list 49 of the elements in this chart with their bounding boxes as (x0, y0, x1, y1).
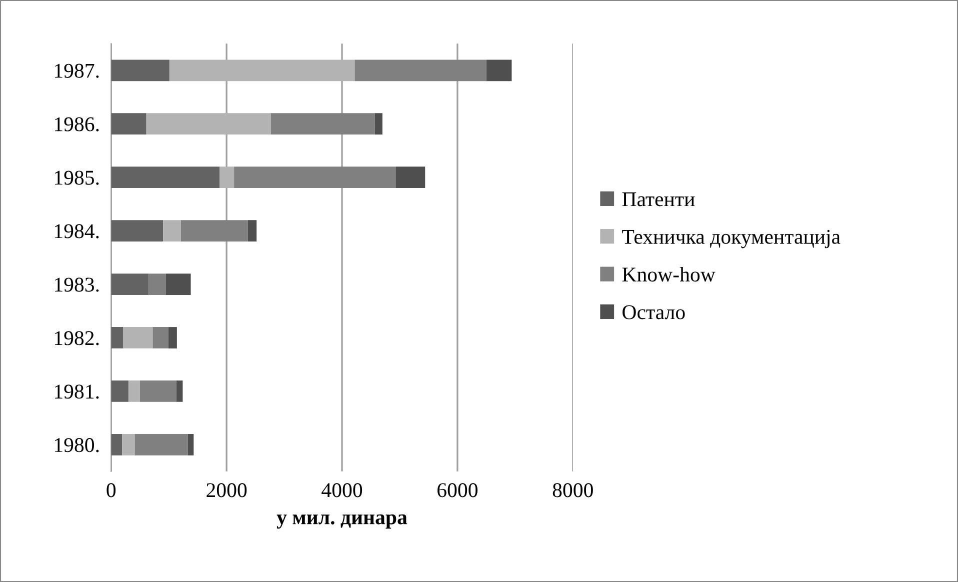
bar (111, 327, 124, 348)
bar (163, 220, 181, 242)
x-tick-label: 2000 (206, 483, 247, 498)
y-tick-label: 1981. (54, 384, 99, 399)
bar (111, 220, 164, 242)
bar (234, 166, 396, 188)
x-tick-label: 0 (106, 483, 116, 498)
x-tick-label: 4000 (322, 483, 362, 498)
legend-label: Патенти (622, 192, 695, 206)
bar (111, 434, 122, 456)
bar (140, 380, 176, 402)
y-tick-label: 1987. (54, 64, 99, 78)
bar (146, 113, 272, 135)
bar (168, 327, 177, 348)
y-tick-label: 1984. (54, 224, 99, 238)
bar (271, 113, 375, 135)
bar (169, 60, 355, 82)
legend-label: Техничка документација (622, 230, 840, 248)
bar (180, 220, 248, 242)
bar (128, 380, 140, 402)
y-tick-label: 1986. (54, 117, 99, 132)
bar (354, 60, 486, 82)
bar (111, 274, 149, 295)
x-axis-title: у мил. динара (276, 514, 408, 529)
bar (148, 274, 166, 295)
legend-label: Остало (622, 305, 685, 320)
bar (374, 113, 382, 135)
bar (111, 60, 170, 82)
y-tick-label: 1983. (54, 278, 99, 292)
bar (134, 434, 188, 456)
bar (122, 434, 135, 456)
legend-label: Know-how (622, 266, 716, 282)
bar (123, 327, 153, 348)
x-tick-label: 6000 (438, 483, 478, 498)
bar (220, 166, 234, 188)
bar (396, 166, 426, 188)
y-tick-label: 1985. (54, 170, 99, 185)
y-tick-label: 1982. (54, 331, 99, 346)
bar (152, 327, 168, 348)
bar (248, 220, 257, 242)
bar (111, 166, 220, 188)
bar (188, 434, 194, 456)
bar (111, 380, 128, 402)
bar (111, 113, 146, 135)
y-tick-label: 1980. (54, 438, 99, 452)
bar (166, 274, 191, 295)
bar (176, 380, 183, 402)
x-tick-label: 8000 (552, 483, 593, 498)
bar (486, 60, 512, 82)
